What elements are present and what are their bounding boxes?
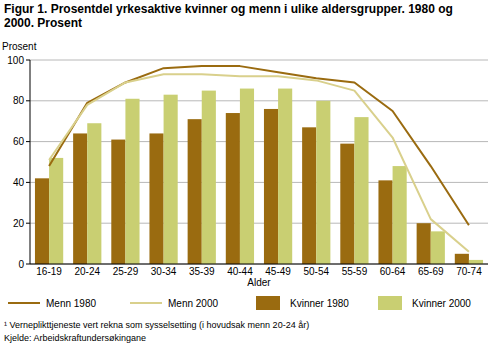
tick-mark (26, 264, 30, 265)
grid-line (30, 100, 488, 101)
tick-label: 40-44 (227, 266, 253, 277)
tick-label: 35-39 (189, 266, 215, 277)
tick-mark (26, 182, 30, 183)
legend-swatch (130, 302, 162, 304)
tick-mark (26, 141, 30, 142)
bar (378, 180, 392, 264)
legend-swatch (378, 296, 402, 310)
bar (278, 89, 292, 264)
tick-label: 25-29 (113, 266, 139, 277)
x-axis-label: Alder (247, 277, 271, 288)
bar (240, 89, 254, 264)
bar (226, 113, 240, 264)
tick-label: 55-59 (342, 266, 368, 277)
legend-label: Kvinner 1980 (290, 298, 349, 309)
bar (87, 123, 101, 264)
bar (340, 144, 354, 264)
note: Kjelde: Arbeidskraftundersøkingane (4, 333, 146, 343)
bar (73, 133, 87, 264)
bar (417, 223, 431, 264)
tick-mark (26, 223, 30, 224)
tick-mark (26, 60, 30, 61)
y-axis-label: Prosent (2, 41, 37, 52)
bar (264, 109, 278, 264)
legend-label: Menn 1980 (46, 298, 96, 309)
tick-mark (26, 100, 30, 101)
tick-label: 65-69 (418, 266, 444, 277)
tick-label: 70-74 (456, 266, 482, 277)
bar (354, 117, 368, 264)
bar (149, 133, 163, 264)
bar (202, 91, 216, 264)
legend-label: Menn 2000 (168, 298, 218, 309)
bar (431, 231, 445, 264)
bar (111, 140, 125, 264)
bar (469, 260, 483, 264)
chart: Prosent 0 20 40 60 80 100 16-19 20-24 25-29 30-34 3… (0, 0, 493, 352)
y-axis (30, 60, 31, 264)
tick-label: 80 (13, 95, 25, 106)
bar (49, 158, 63, 264)
bar (302, 127, 316, 264)
legend-label: Kvinner 2000 (412, 298, 471, 309)
grid-line (30, 60, 488, 61)
tick-label: 60-64 (380, 266, 406, 277)
note: ¹ Verneplikttjeneste vert rekna som syss… (4, 320, 309, 330)
line (49, 74, 469, 251)
tick-label: 20-24 (74, 266, 100, 277)
x-axis (30, 264, 488, 265)
tick-label: 16-19 (36, 266, 62, 277)
tick-label: 60 (13, 136, 25, 147)
grid-line (30, 264, 488, 265)
bar (125, 99, 139, 264)
bar (393, 166, 407, 264)
bar (316, 101, 330, 264)
tick-label: 50-54 (303, 266, 329, 277)
legend-swatch (8, 302, 40, 304)
tick-label: 30-34 (151, 266, 177, 277)
tick-label: 0 (18, 259, 24, 270)
title: Figur 1. Prosentdel yrkesaktive kvinner … (4, 2, 474, 30)
bar (164, 95, 178, 264)
tick-label: 20 (13, 218, 25, 229)
legend-swatch (256, 296, 280, 310)
plot-area (35, 66, 483, 264)
bar (35, 178, 49, 264)
tick-label: 100 (7, 55, 24, 66)
tick-label: 40 (13, 177, 25, 188)
bar (455, 254, 469, 264)
tick-label: 45-49 (265, 266, 291, 277)
bar (188, 119, 202, 264)
